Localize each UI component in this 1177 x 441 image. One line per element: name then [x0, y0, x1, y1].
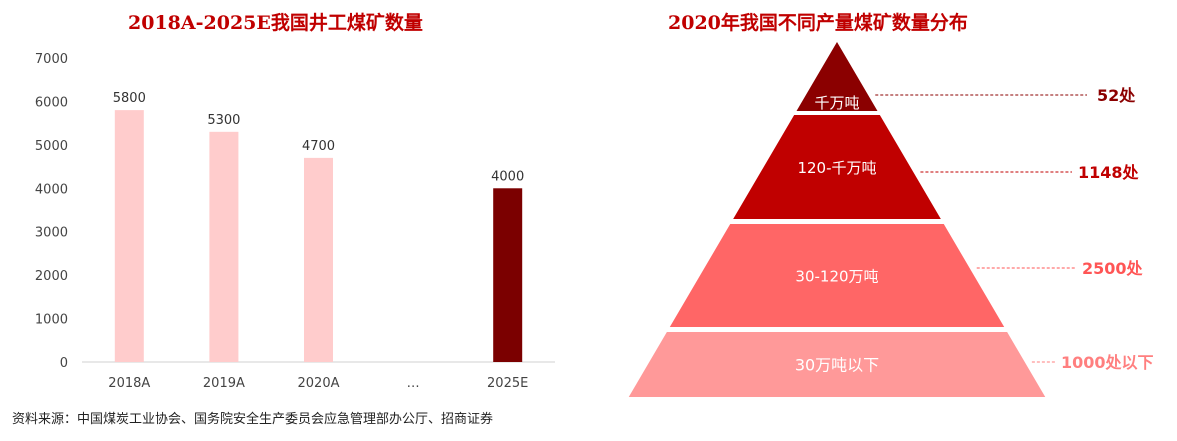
x-tick-label: 2020A	[298, 376, 340, 391]
pyramid-layer-label: 30万吨以下	[795, 356, 879, 375]
pyramid-chart: 千万吨 52处 120-千万吨 1148处 30-120万吨 2500处 30万吨以下 100…	[625, 38, 1154, 399]
bar	[114, 110, 144, 362]
callout-count-label: 1148处	[1078, 163, 1140, 182]
y-tick-label: 3000	[35, 226, 68, 241]
bar	[209, 131, 239, 362]
callout-count-label: 1000处以下	[1061, 353, 1154, 372]
x-tick-label: …	[407, 376, 420, 391]
y-tick-label: 7000	[35, 52, 68, 67]
x-tick-label: 2018A	[108, 376, 150, 391]
bar-chart-title: 2018A-2025E我国井工煤矿数量	[128, 12, 423, 34]
bar-value-label: 5800	[113, 91, 146, 106]
y-tick-label: 0	[60, 356, 68, 371]
bar-value-label: 4000	[491, 169, 524, 184]
bar-value-label: 5300	[207, 113, 240, 128]
bar	[493, 188, 523, 362]
bar-chart: 0 1000 2000 3000 4000 5000 6000 7000 2018A 5800 20…	[35, 52, 555, 391]
x-tick-label: 2019A	[203, 376, 245, 391]
bar-value-label: 4700	[302, 139, 335, 154]
pyramid-chart-title: 2020年我国不同产量煤矿数量分布	[668, 12, 968, 34]
pyramid-layer-label: 30-120万吨	[795, 268, 878, 286]
y-tick-label: 4000	[35, 182, 68, 197]
x-tick-label: 2025E	[487, 376, 528, 391]
y-tick-label: 1000	[35, 313, 68, 328]
y-tick-label: 6000	[35, 95, 68, 110]
source-note: 资料来源：中国煤炭工业协会、国务院安全生产委员会应急管理部办公厅、招商证券	[12, 412, 494, 427]
y-tick-label: 2000	[35, 269, 68, 284]
bar	[304, 157, 333, 362]
pyramid-layer	[625, 330, 1049, 399]
pyramid-layer-label: 千万吨	[814, 94, 859, 112]
callout-count-label: 52处	[1097, 86, 1136, 105]
callout-count-label: 2500处	[1082, 259, 1144, 278]
pyramid-layer	[729, 113, 945, 221]
pyramid-layer	[793, 38, 881, 113]
pyramid-layer	[666, 222, 1008, 329]
pyramid-layer-label: 120-千万吨	[797, 159, 876, 177]
y-tick-label: 5000	[35, 139, 68, 154]
